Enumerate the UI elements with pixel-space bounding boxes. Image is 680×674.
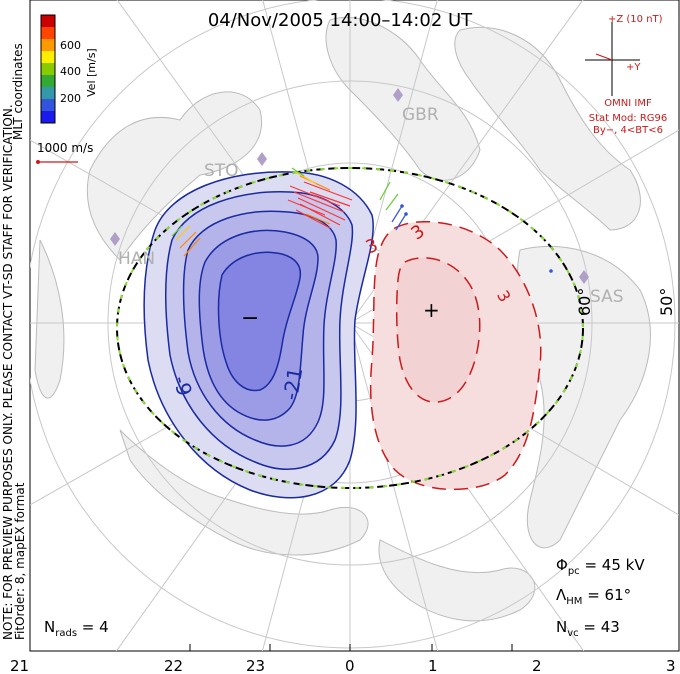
- imf-y-label: +Y: [626, 62, 641, 73]
- imf-z-label: +Z (10 nT): [608, 14, 663, 25]
- velocity-colorbar: [40, 14, 56, 124]
- coordinates-label: MLT coordinates: [11, 43, 25, 140]
- vector-count: Nvc = 43: [556, 618, 620, 639]
- imf-condition: By−, 4<BT<6: [593, 125, 663, 136]
- map-title: 04/Nov/2005 14:00–14:02 UT: [208, 10, 473, 31]
- potential-maximum-marker: +: [423, 298, 440, 322]
- colorbar-tick-400: 400: [60, 65, 81, 78]
- mlt-tick-0: 0: [345, 657, 355, 674]
- colorbar-axis-label: Vel [m/s]: [85, 48, 98, 97]
- potential-minimum-marker: −: [241, 306, 259, 331]
- imf-dial: [585, 22, 640, 96]
- scale-vector-label: 1000 m/s: [37, 141, 93, 155]
- imf-model: Stat Mod: RG96: [589, 113, 668, 124]
- station-label-sas: SAS: [590, 287, 624, 307]
- plot-frame: [29, 0, 680, 652]
- station-label-han: HAN: [118, 249, 155, 269]
- mlt-axis: [29, 644, 680, 651]
- scale-vector: [36, 160, 78, 164]
- mlt-tick-3: 3: [666, 657, 676, 674]
- negative-convection-cell: [143, 171, 374, 499]
- hm-latitude: ΛHM = 61°: [556, 586, 631, 607]
- mlt-tick-23: 23: [246, 657, 265, 674]
- radar-count: Nrads = 4: [44, 618, 109, 639]
- mlt-tick-2: 2: [532, 657, 542, 674]
- positive-convection-cell: [369, 221, 542, 491]
- velocity-vectors: [171, 167, 553, 273]
- mlt-tick-22: 22: [164, 657, 183, 674]
- lat-label-60: 60°: [575, 288, 594, 316]
- lat-label-50: 50°: [657, 288, 676, 316]
- station-markers: [110, 88, 589, 284]
- polar-cap-potential: Φpc = 45 kV: [556, 556, 645, 577]
- station-label-gbr: GBR: [402, 105, 439, 125]
- station-label-sto: STO: [204, 161, 239, 181]
- imf-source: OMNI IMF: [604, 98, 652, 109]
- mlt-tick-1: 1: [428, 657, 438, 674]
- preview-note: NOTE: FOR PREVIEW PURPOSES ONLY. PLEASE …: [1, 104, 15, 640]
- hm-boundary: [116, 167, 584, 489]
- colorbar-tick-200: 200: [60, 92, 81, 105]
- fitorder-label: FitOrder: 8, mapEX format: [13, 482, 27, 640]
- mlt-tick-21: 21: [10, 657, 29, 674]
- contour-label-neg-inner: -21: [278, 366, 307, 402]
- colorbar-tick-600: 600: [60, 39, 81, 52]
